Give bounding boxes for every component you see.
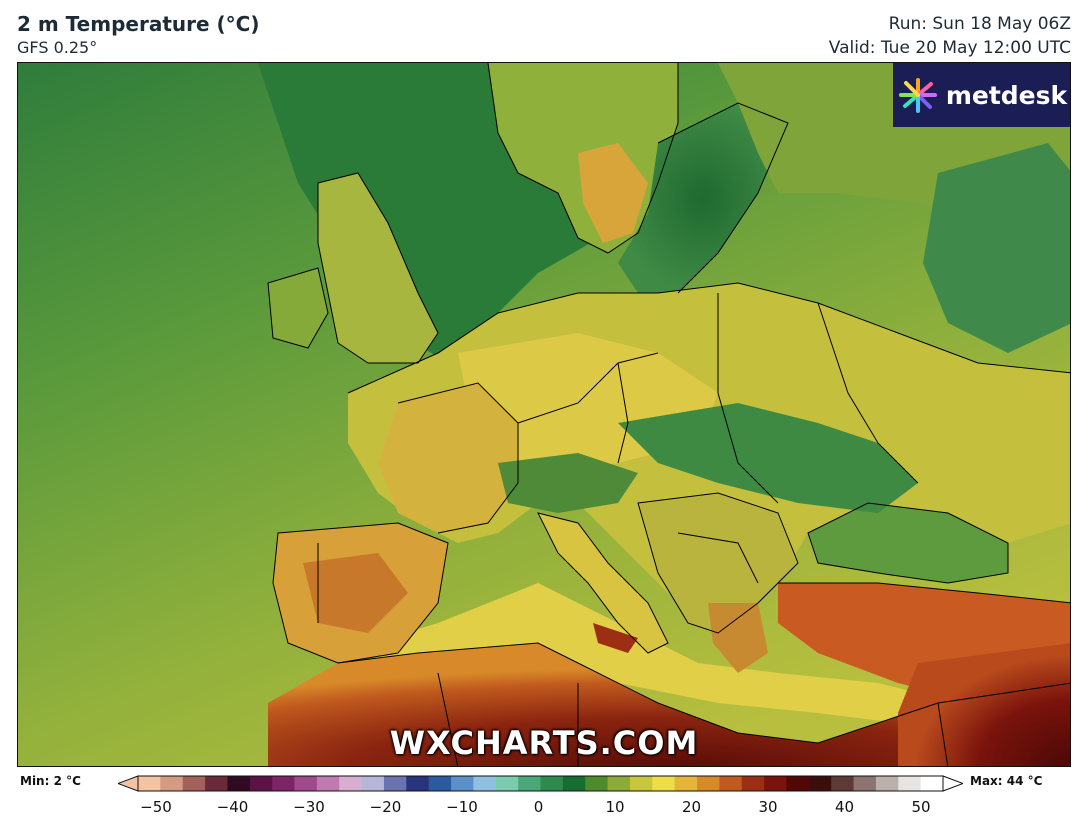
colorbar-tick-label: −30 bbox=[293, 798, 325, 816]
italy-land bbox=[538, 513, 668, 653]
colorbar-cell bbox=[339, 776, 363, 791]
spark-flower-icon bbox=[898, 78, 937, 113]
colorbar-cell bbox=[138, 776, 161, 791]
colorbar-cell bbox=[361, 776, 385, 791]
colorbar-tick-label: 50 bbox=[911, 798, 931, 816]
valid-time-label: Valid: Tue 20 May 12:00 UTC bbox=[828, 38, 1071, 58]
colorbar-tick-label: 20 bbox=[681, 798, 702, 816]
colorbar-min-arrow bbox=[118, 775, 139, 792]
middle-east-hot bbox=[898, 643, 1070, 766]
russia-cool-patch bbox=[923, 143, 1070, 353]
colorbar-outline bbox=[137, 775, 944, 792]
colorbar-cell bbox=[451, 776, 474, 791]
colorbar-cell bbox=[652, 776, 676, 791]
colorbar-tick-label: −50 bbox=[140, 798, 172, 816]
colorbar-max-arrow bbox=[942, 775, 963, 792]
temperature-colorbar bbox=[118, 775, 963, 792]
south-sweden-warm bbox=[578, 143, 648, 243]
colorbar-cell bbox=[518, 776, 541, 791]
metdesk-logo: metdesk bbox=[893, 63, 1070, 127]
colorbar-cell bbox=[205, 776, 228, 791]
colorbar-cell bbox=[473, 776, 497, 791]
country-borders bbox=[267, 63, 1070, 766]
colorbar-cell bbox=[920, 776, 944, 791]
colorbar-cell bbox=[383, 776, 407, 791]
colorbar-cell bbox=[182, 776, 206, 791]
great-britain bbox=[318, 173, 438, 363]
run-time-label: Run: Sun 18 May 06Z bbox=[888, 14, 1071, 34]
baltic-sea bbox=[618, 103, 788, 293]
colorbar-cell bbox=[249, 776, 273, 791]
france-land bbox=[378, 383, 518, 533]
model-label: GFS 0.25° bbox=[17, 38, 98, 57]
greece-land bbox=[708, 603, 768, 673]
colorbar-cell bbox=[764, 776, 787, 791]
colorbar-cell bbox=[495, 776, 519, 791]
balkans-land bbox=[638, 493, 798, 633]
colorbar-cell bbox=[898, 776, 922, 791]
colorbar-cell bbox=[741, 776, 765, 791]
colorbar-cell bbox=[786, 776, 810, 791]
colorbar-tick-label: 10 bbox=[605, 798, 625, 816]
map-canvas bbox=[18, 63, 1070, 766]
colorbar-cell bbox=[831, 776, 855, 791]
colorbar-cell bbox=[875, 776, 899, 791]
colorbar-cell bbox=[160, 776, 184, 791]
colorbar-tick-label: −20 bbox=[369, 798, 402, 816]
iberia-hot-interior bbox=[303, 553, 408, 633]
min-value-label: Min: 2 °C bbox=[20, 774, 81, 788]
colorbar-cell bbox=[540, 776, 564, 791]
colorbar-cell bbox=[629, 776, 653, 791]
colorbar-cell bbox=[674, 776, 698, 791]
chart-title: 2 m Temperature (°C) bbox=[17, 12, 260, 36]
colorbar-cell bbox=[697, 776, 720, 791]
temperature-map[interactable]: metdesk WXCHARTS.COM bbox=[17, 62, 1071, 767]
max-value-label: Max: 44 °C bbox=[970, 774, 1043, 788]
colorbar-tick-label: 30 bbox=[758, 798, 778, 816]
black-sea bbox=[808, 503, 1008, 583]
colorbar-cell bbox=[272, 776, 296, 791]
colorbar-cell bbox=[294, 776, 318, 791]
colorbar-cell bbox=[607, 776, 631, 791]
colorbar-cell bbox=[406, 776, 430, 791]
watermark: WXCHARTS.COM bbox=[389, 724, 699, 762]
north-africa bbox=[268, 643, 1070, 766]
colorbar-tick-label: 40 bbox=[834, 798, 855, 816]
sicily-hot bbox=[593, 623, 638, 653]
colorbar-cell bbox=[227, 776, 251, 791]
ireland bbox=[268, 268, 328, 348]
colorbar-cell bbox=[719, 776, 743, 791]
colorbar-tick-label: −40 bbox=[216, 798, 249, 816]
colorbar-tick-label: −10 bbox=[446, 798, 478, 816]
alps-cool bbox=[498, 453, 638, 513]
colorbar-cell bbox=[316, 776, 340, 791]
colorbar-cell bbox=[585, 776, 609, 791]
colorbar-tick-label: 0 bbox=[533, 798, 544, 816]
colorbar-cell bbox=[808, 776, 832, 791]
colorbar-cell bbox=[853, 776, 877, 791]
logo-text: metdesk bbox=[945, 80, 1068, 110]
colorbar-cell bbox=[562, 776, 586, 791]
carpathian-cool-band bbox=[618, 403, 918, 513]
colorbar-cell bbox=[428, 776, 452, 791]
